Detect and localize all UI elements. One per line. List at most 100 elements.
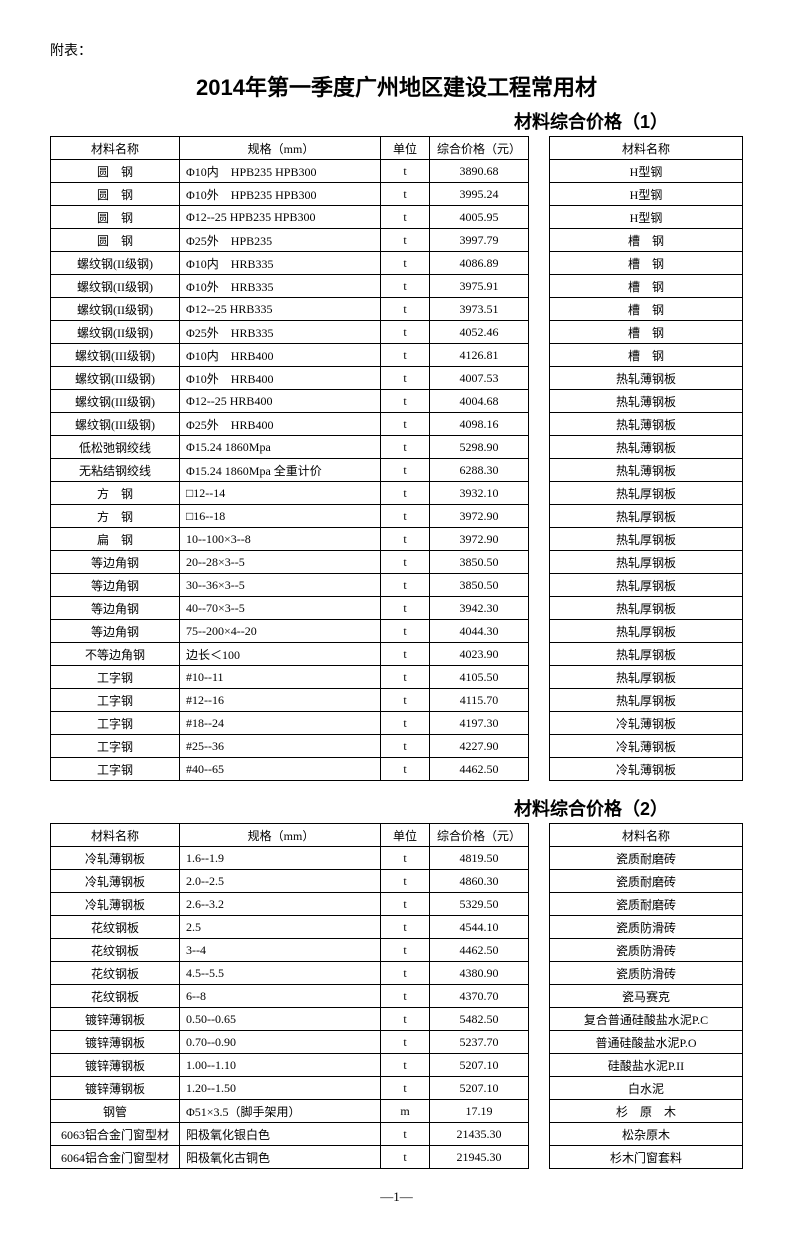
cell-name2: 热轧厚钢板 [550, 620, 743, 643]
cell-unit: t [381, 551, 430, 574]
cell-price: 4380.90 [430, 962, 529, 985]
cell-spec: □16--18 [180, 505, 381, 528]
cell-name2: 槽 钢 [550, 252, 743, 275]
table-row: 工字钢#18--24t4197.30冷轧薄钢板 [51, 712, 743, 735]
cell-unit: t [381, 870, 430, 893]
cell-gap [529, 275, 550, 298]
cell-gap [529, 620, 550, 643]
cell-unit: t [381, 962, 430, 985]
cell-spec: 2.6--3.2 [180, 893, 381, 916]
cell-unit: t [381, 413, 430, 436]
cell-name: 圆 钢 [51, 160, 180, 183]
cell-name: 6064铝合金门窗型材 [51, 1146, 180, 1169]
cell-price: 4052.46 [430, 321, 529, 344]
cell-spec: 75--200×4--20 [180, 620, 381, 643]
table-row: 螺纹钢(II级钢)Φ25外 HRB335t4052.46槽 钢 [51, 321, 743, 344]
header-price: 综合价格（元） [430, 137, 529, 160]
cell-spec: 20--28×3--5 [180, 551, 381, 574]
cell-spec: #12--16 [180, 689, 381, 712]
cell-unit: t [381, 229, 430, 252]
section1-title: 材料综合价格（1） [50, 108, 743, 134]
cell-spec: 1.6--1.9 [180, 847, 381, 870]
cell-price: 3975.91 [430, 275, 529, 298]
table-row: 螺纹钢(III级钢)Φ12--25 HRB400t4004.68热轧薄钢板 [51, 390, 743, 413]
cell-spec: 2.5 [180, 916, 381, 939]
cell-unit: t [381, 620, 430, 643]
cell-gap [529, 390, 550, 413]
table-row: 圆 钢Φ25外 HPB235t3997.79槽 钢 [51, 229, 743, 252]
cell-spec: 4.5--5.5 [180, 962, 381, 985]
cell-spec: □12--14 [180, 482, 381, 505]
cell-unit: t [381, 643, 430, 666]
cell-gap [529, 183, 550, 206]
cell-price: 3997.79 [430, 229, 529, 252]
cell-name2: 热轧薄钢板 [550, 459, 743, 482]
cell-unit: t [381, 916, 430, 939]
cell-unit: t [381, 939, 430, 962]
cell-unit: t [381, 183, 430, 206]
cell-gap [529, 298, 550, 321]
cell-price: 4086.89 [430, 252, 529, 275]
cell-name: 等边角钢 [51, 620, 180, 643]
cell-gap [529, 551, 550, 574]
table-row: 螺纹钢(II级钢)Φ10外 HRB335t3975.91槽 钢 [51, 275, 743, 298]
cell-spec: #25--36 [180, 735, 381, 758]
cell-spec: #40--65 [180, 758, 381, 781]
cell-name2: 槽 钢 [550, 275, 743, 298]
cell-spec: 30--36×3--5 [180, 574, 381, 597]
cell-name: 螺纹钢(III级钢) [51, 367, 180, 390]
cell-gap [529, 1031, 550, 1054]
cell-name2: 复合普通硅酸盐水泥P.C [550, 1008, 743, 1031]
header-name: 材料名称 [51, 824, 180, 847]
cell-unit: t [381, 252, 430, 275]
cell-spec: 40--70×3--5 [180, 597, 381, 620]
cell-name: 冷轧薄钢板 [51, 847, 180, 870]
cell-unit: t [381, 1123, 430, 1146]
cell-name2: 热轧厚钢板 [550, 689, 743, 712]
cell-gap [529, 1054, 550, 1077]
cell-gap [529, 1100, 550, 1123]
header-unit: 单位 [381, 824, 430, 847]
table-row: 冷轧薄钢板2.6--3.2t5329.50瓷质耐磨砖 [51, 893, 743, 916]
cell-price: 3972.90 [430, 528, 529, 551]
table-row: 镀锌薄钢板1.00--1.10t5207.10硅酸盐水泥P.II [51, 1054, 743, 1077]
cell-spec: Φ12--25 HPB235 HPB300 [180, 206, 381, 229]
cell-unit: t [381, 597, 430, 620]
cell-name2: 硅酸盐水泥P.II [550, 1054, 743, 1077]
cell-spec: 0.50--0.65 [180, 1008, 381, 1031]
cell-name2: 热轧薄钢板 [550, 390, 743, 413]
cell-unit: t [381, 666, 430, 689]
cell-name: 不等边角钢 [51, 643, 180, 666]
cell-unit: t [381, 367, 430, 390]
cell-spec: Φ10内 HPB235 HPB300 [180, 160, 381, 183]
cell-name: 低松弛钢绞线 [51, 436, 180, 459]
cell-name: 镀锌薄钢板 [51, 1031, 180, 1054]
cell-unit: t [381, 160, 430, 183]
cell-name: 工字钢 [51, 735, 180, 758]
cell-unit: t [381, 459, 430, 482]
cell-name: 花纹钢板 [51, 985, 180, 1008]
cell-name: 工字钢 [51, 666, 180, 689]
cell-name2: 瓷质耐磨砖 [550, 893, 743, 916]
cell-name2: 瓷质防滑砖 [550, 939, 743, 962]
cell-name2: 热轧厚钢板 [550, 482, 743, 505]
table-header-row: 材料名称 规格（mm） 单位 综合价格（元） 材料名称 [51, 824, 743, 847]
cell-name2: 热轧厚钢板 [550, 528, 743, 551]
cell-price: 4860.30 [430, 870, 529, 893]
cell-name: 圆 钢 [51, 229, 180, 252]
cell-gap [529, 893, 550, 916]
header-name2: 材料名称 [550, 824, 743, 847]
header-gap [529, 137, 550, 160]
cell-unit: t [381, 712, 430, 735]
cell-price: 4098.16 [430, 413, 529, 436]
cell-unit: t [381, 298, 430, 321]
cell-unit: t [381, 505, 430, 528]
table-row: 钢管Φ51×3.5（脚手架用）m17.19杉 原 木 [51, 1100, 743, 1123]
table-row: 镀锌薄钢板0.70--0.90t5237.70普通硅酸盐水泥P.O [51, 1031, 743, 1054]
cell-name: 工字钢 [51, 712, 180, 735]
cell-name2: 热轧厚钢板 [550, 505, 743, 528]
cell-gap [529, 643, 550, 666]
cell-price: 4044.30 [430, 620, 529, 643]
cell-price: 4004.68 [430, 390, 529, 413]
cell-unit: t [381, 735, 430, 758]
